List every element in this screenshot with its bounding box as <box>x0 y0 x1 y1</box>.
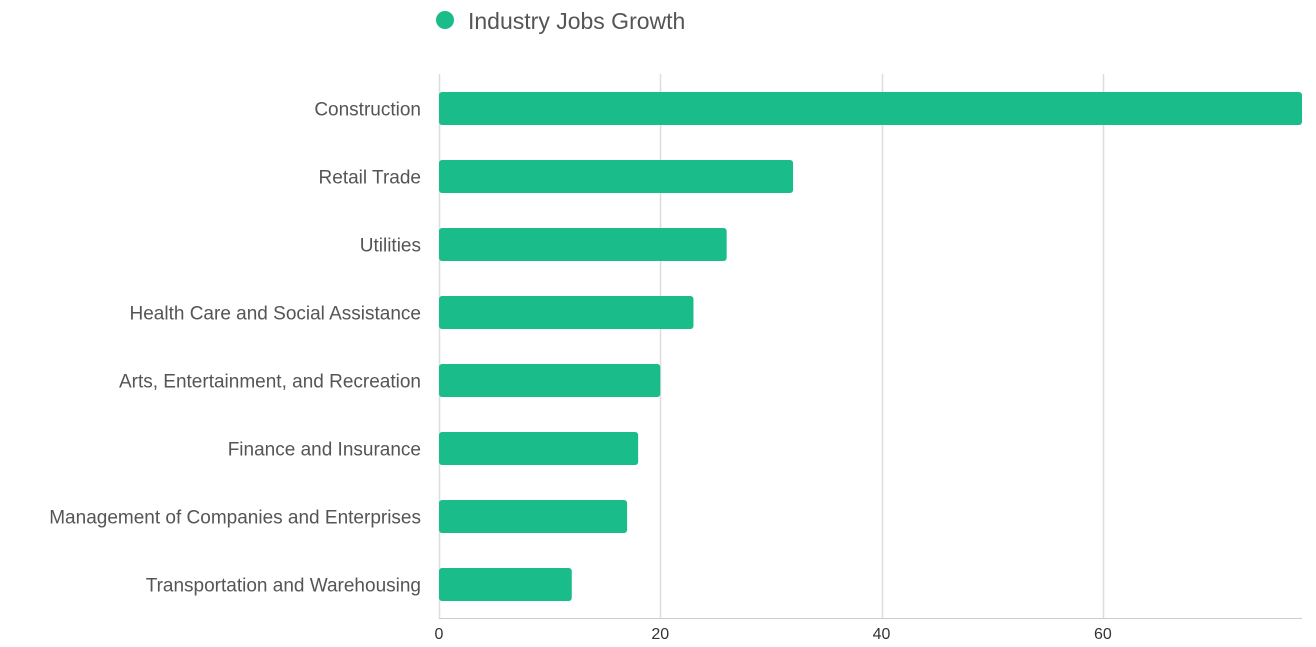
category-label: Retail Trade <box>319 168 421 189</box>
category-label: Health Care and Social Assistance <box>130 304 422 325</box>
gridlines <box>438 74 1302 619</box>
bars <box>439 92 1302 601</box>
bar[interactable] <box>439 568 572 601</box>
category-label: Management of Companies and Enterprises <box>49 508 421 529</box>
category-label: Finance and Insurance <box>228 440 421 461</box>
legend: Industry Jobs Growth <box>436 8 685 34</box>
x-tick-label: 20 <box>651 626 669 643</box>
legend-marker <box>436 11 454 29</box>
category-label: Utilities <box>360 236 421 257</box>
category-label: Transportation and Warehousing <box>146 576 421 597</box>
category-labels: Construction Retail Trade Utilities Health … <box>49 100 421 597</box>
category-label: Arts, Entertainment, and Recreation <box>119 372 421 393</box>
bar[interactable] <box>439 228 727 261</box>
x-tick-label: 0 <box>435 626 444 643</box>
bar[interactable] <box>439 296 694 329</box>
bar[interactable] <box>439 92 1302 125</box>
bar[interactable] <box>439 432 639 465</box>
x-tick-label: 40 <box>873 626 891 643</box>
bar[interactable] <box>439 364 661 397</box>
bar[interactable] <box>439 500 628 533</box>
x-axis-ticks: 0 20 40 60 <box>435 626 1112 643</box>
category-label: Construction <box>314 100 421 121</box>
bar[interactable] <box>439 160 794 193</box>
x-tick-label: 60 <box>1094 626 1112 643</box>
legend-label-industry-jobs-growth: Industry Jobs Growth <box>468 8 685 34</box>
